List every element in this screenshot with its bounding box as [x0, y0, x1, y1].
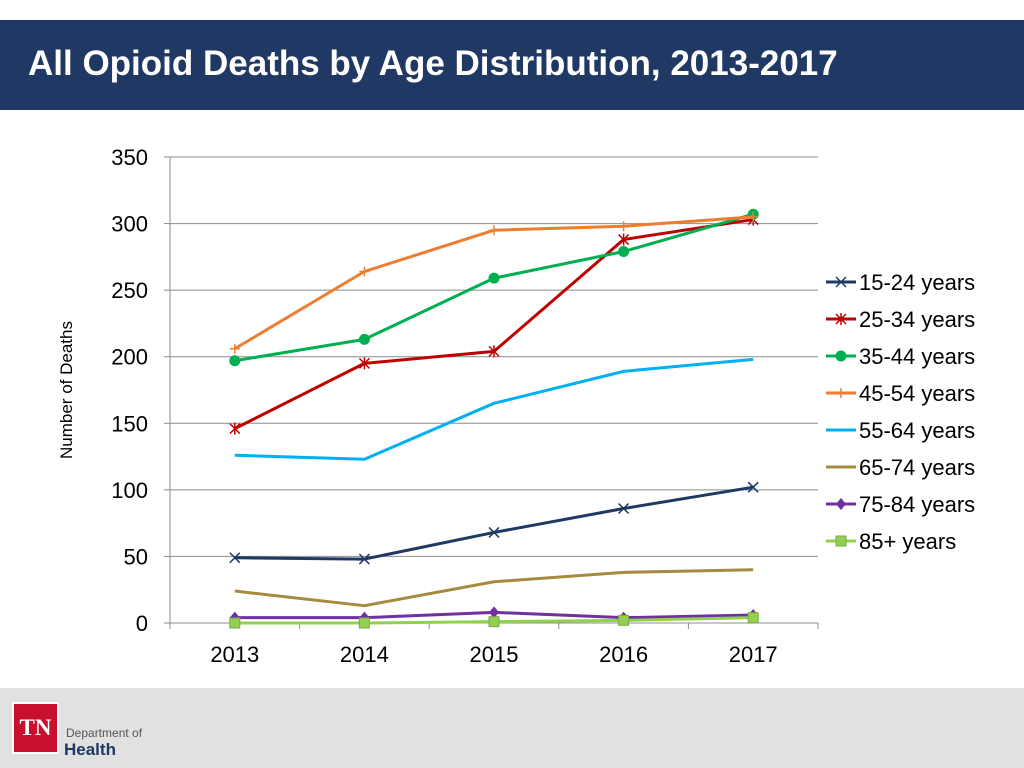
data-point-2: [358, 357, 370, 370]
chart-area: 0 50 100 150 200 250 300 350 2013 2014 2015 2016 201…: [0, 110, 1024, 688]
data-point-4: [229, 343, 240, 354]
page-title: All Opioid Deaths by Age Distribution, 2…: [28, 44, 838, 83]
legend-label-5: 55-64 years: [859, 418, 975, 443]
data-point-4: [618, 221, 629, 232]
data-point-8: [229, 617, 241, 629]
series-line-3: [234, 212, 754, 363]
y-axis-title: Number of Deaths: [57, 321, 76, 459]
legend-marker-3: [835, 350, 847, 362]
data-point-7: [489, 606, 499, 619]
footer: TN Department of Health: [0, 688, 1024, 768]
legend-marker-2: [835, 313, 847, 325]
legend-label-7: 75-84 years: [859, 492, 975, 517]
data-point-8: [618, 614, 630, 626]
legend-marker-8: [835, 535, 847, 547]
y-tick-label: 300: [111, 212, 148, 237]
x-tick-label: 2014: [340, 642, 389, 667]
data-point-4: [748, 211, 759, 222]
x-tick-label: 2017: [729, 642, 778, 667]
data-point-1: [358, 553, 370, 565]
org-name-line1: Department of: [66, 726, 143, 740]
line-chart: 0 50 100 150 200 250 300 350 2013 2014 2015 2016 201…: [57, 145, 975, 667]
data-point-8: [488, 616, 500, 628]
x-tick-label: 2013: [210, 642, 259, 667]
data-point-1: [618, 502, 630, 515]
data-point-8: [358, 617, 370, 629]
data-point-2: [229, 422, 241, 435]
y-tick-label: 0: [136, 611, 148, 636]
series-line-1: [234, 485, 754, 561]
legend-label-6: 65-74 years: [859, 455, 975, 480]
y-tick-label: 150: [111, 411, 148, 436]
data-point-3: [229, 355, 241, 367]
y-tick-label: 50: [124, 544, 148, 569]
legend-label-1: 15-24 years: [859, 270, 975, 295]
data-point-1: [229, 552, 241, 564]
data-point-3: [358, 333, 370, 345]
data-point-2: [488, 345, 500, 358]
data-point-3: [618, 246, 630, 258]
x-tick-label: 2016: [599, 642, 648, 667]
x-tick-label: 2015: [470, 642, 519, 667]
data-point-4: [489, 225, 499, 236]
y-tick-label: 100: [111, 478, 148, 503]
data-point-8: [747, 612, 759, 624]
title-bar: [0, 20, 1024, 110]
legend-label-4: 45-54 years: [859, 381, 975, 406]
y-tick-label: 250: [111, 278, 148, 303]
data-point-3: [488, 272, 500, 284]
y-tick-label: 200: [111, 345, 148, 370]
tn-logo: TN: [12, 702, 59, 754]
data-point-4: [359, 266, 370, 277]
top-margin: [0, 0, 1024, 20]
series-line-6: [234, 568, 754, 608]
data-point-1: [747, 481, 759, 493]
legend-marker-4: [836, 388, 846, 398]
legend-marker-7: [836, 498, 846, 510]
legend-label-2: 25-34 years: [859, 307, 975, 332]
org-name-line2: Health: [64, 740, 116, 759]
legend-label-8: 85+ years: [859, 529, 956, 554]
data-point-2: [618, 233, 630, 246]
data-point-1: [488, 526, 500, 538]
series-line-5: [234, 357, 754, 461]
y-tick-label: 350: [111, 145, 148, 170]
legend-marker-1: [835, 276, 847, 288]
series-line-2: [234, 218, 754, 430]
legend-label-3: 35-44 years: [859, 344, 975, 369]
